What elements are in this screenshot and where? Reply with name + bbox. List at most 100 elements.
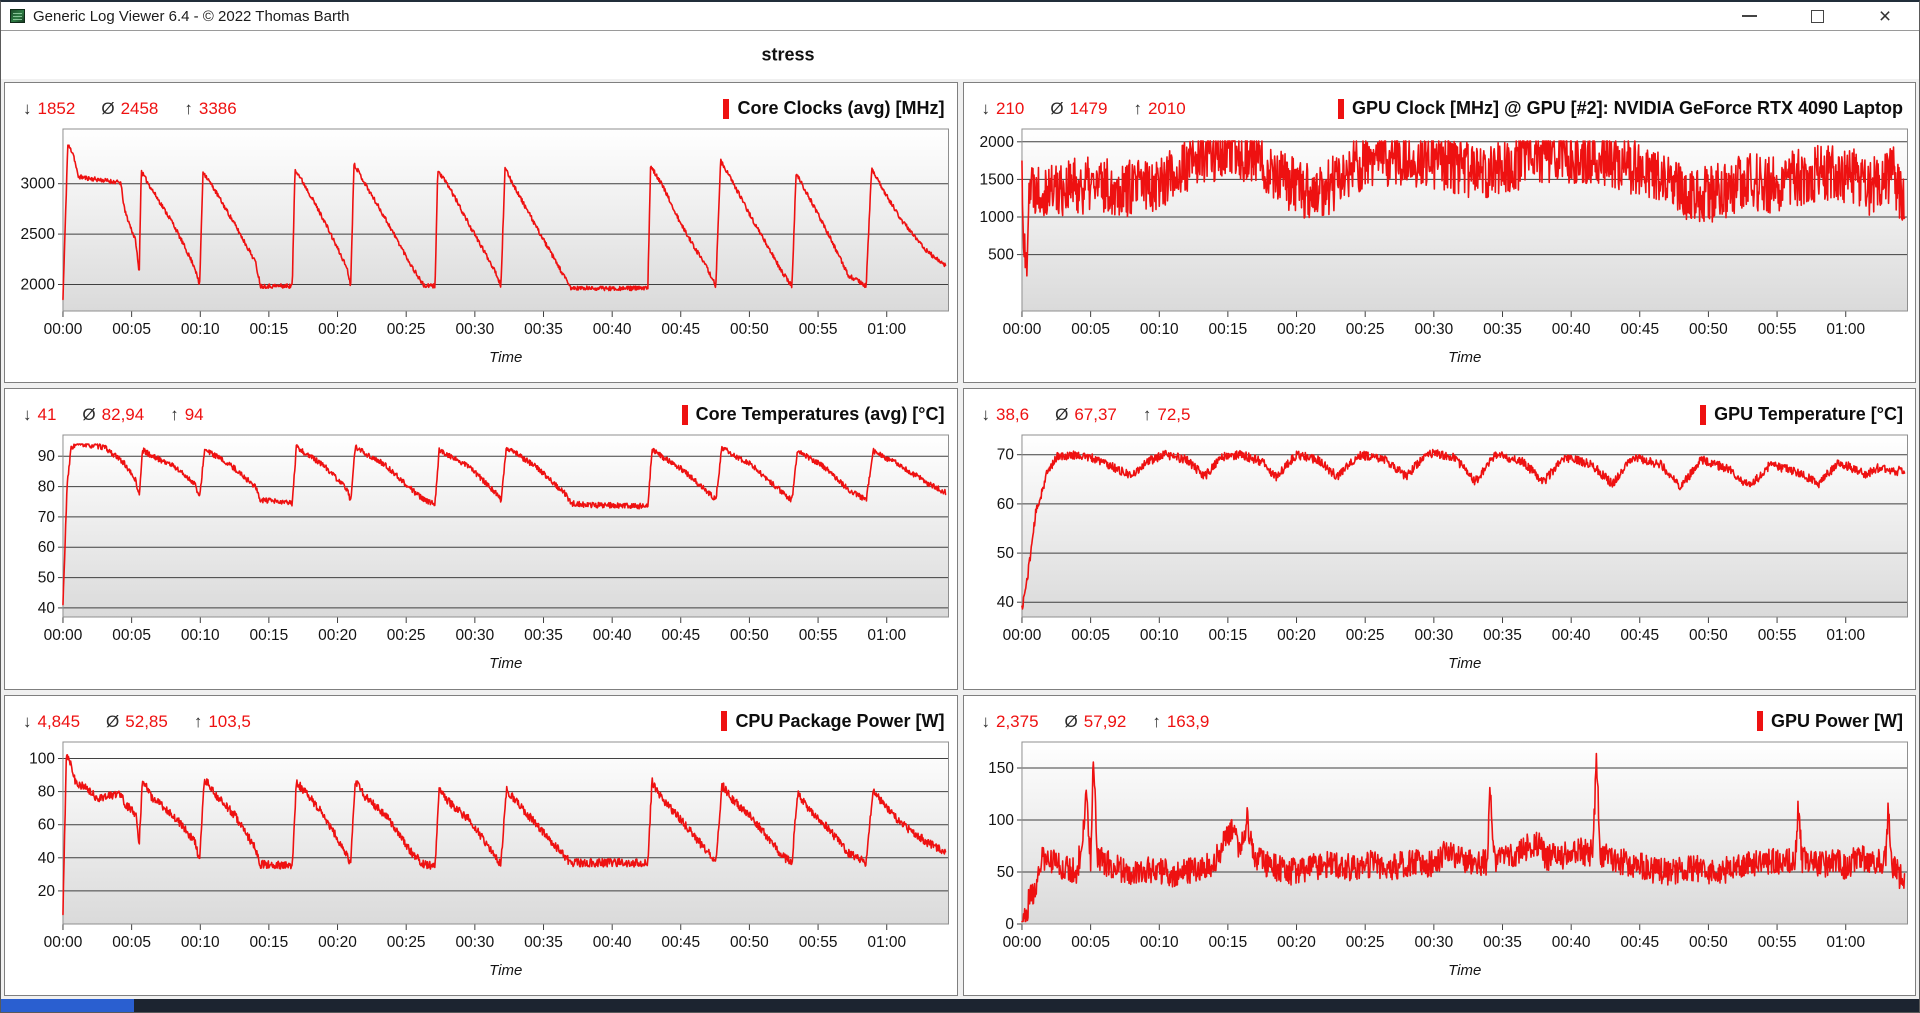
svg-text:00:35: 00:35	[524, 321, 563, 338]
min-arrow-icon: ↓	[23, 711, 32, 731]
close-button[interactable]: ×	[1851, 2, 1919, 30]
avg-icon: Ø	[106, 711, 120, 731]
series-marker-icon	[1756, 711, 1763, 732]
max-arrow-icon: ↑	[184, 99, 193, 118]
svg-text:00:35: 00:35	[1483, 627, 1522, 644]
chart-header: ↓ 41 Ø 82,94 ↑ 94 Core Temperatures (avg) [°C…	[5, 389, 957, 425]
stat-avg-value: 1479	[1069, 99, 1108, 118]
svg-text:00:25: 00:25	[387, 627, 426, 644]
svg-text:00:10: 00:10	[181, 627, 220, 644]
svg-text:00:50: 00:50	[1689, 627, 1728, 644]
svg-text:Time: Time	[1448, 655, 1481, 672]
svg-text:1000: 1000	[979, 209, 1013, 226]
svg-text:60: 60	[996, 496, 1013, 513]
svg-text:00:25: 00:25	[1345, 627, 1384, 644]
chart-plot[interactable]: 500 1000 1500 2000 00:00 00:05 00:10 00:15 00:20…	[964, 119, 1916, 379]
log-header: stress	[1, 31, 1919, 79]
svg-text:00:50: 00:50	[730, 627, 769, 644]
svg-text:00:05: 00:05	[112, 627, 151, 644]
min-arrow-icon: ↓	[23, 99, 32, 118]
svg-text:00:30: 00:30	[455, 934, 494, 951]
svg-text:40: 40	[38, 600, 55, 617]
stat-min-value: 41	[37, 405, 57, 425]
svg-text:100: 100	[988, 812, 1014, 829]
svg-text:00:45: 00:45	[661, 934, 700, 951]
chart-plot[interactable]: 2000 2500 3000 00:00 00:05 00:10 00:15 00:20 00:…	[5, 119, 957, 379]
chart-plot[interactable]: 40 50 60 70 00:00 00:05 00:10 00:15 00:20 00:25 00…	[964, 425, 1916, 685]
chart-stats: ↓ 38,6 Ø 67,37 ↑ 72,5	[982, 405, 1191, 425]
svg-text:00:35: 00:35	[1483, 321, 1522, 338]
window-title: Generic Log Viewer 6.4 - © 2022 Thomas B…	[33, 7, 350, 25]
svg-text:00:15: 00:15	[1208, 321, 1247, 338]
maximize-icon	[1810, 9, 1824, 23]
stat-max-value: 72,5	[1157, 405, 1191, 425]
stat-min-value: 2,375	[996, 711, 1039, 731]
svg-text:00:25: 00:25	[1345, 321, 1384, 338]
svg-text:00:30: 00:30	[455, 627, 494, 644]
window-titlebar[interactable]: Generic Log Viewer 6.4 - © 2022 Thomas B…	[1, 2, 1919, 31]
svg-text:00:00: 00:00	[44, 321, 83, 338]
svg-text:00:35: 00:35	[524, 934, 563, 951]
svg-text:00:55: 00:55	[799, 627, 838, 644]
chart-plot[interactable]: 40 50 60 70 80 90 00:00 00:05 00:10 00:15 00:20 00:…	[5, 425, 957, 685]
maximize-button[interactable]	[1783, 2, 1851, 30]
max-arrow-icon: ↑	[170, 405, 179, 425]
svg-text:00:45: 00:45	[1620, 627, 1659, 644]
svg-text:40: 40	[996, 595, 1013, 612]
svg-text:00:40: 00:40	[593, 321, 632, 338]
svg-text:00:15: 00:15	[1208, 934, 1247, 951]
svg-text:00:45: 00:45	[1620, 321, 1659, 338]
page-title: stress	[761, 44, 815, 65]
svg-text:00:40: 00:40	[1551, 321, 1590, 338]
chart-title: GPU Clock [MHz] @ GPU [#2]: NVIDIA GeFor…	[1338, 98, 1903, 119]
svg-text:50: 50	[38, 570, 55, 587]
svg-text:90: 90	[38, 449, 55, 466]
svg-text:00:20: 00:20	[318, 321, 357, 338]
stat-avg-value: 52,85	[125, 711, 168, 731]
min-arrow-icon: ↓	[981, 711, 991, 731]
chart-stats: ↓ 1852 Ø 2458 ↑ 3386	[23, 99, 237, 119]
avg-icon: Ø	[82, 405, 96, 425]
stat-max-value: 94	[184, 405, 204, 425]
app-icon	[10, 9, 25, 23]
min-arrow-icon: ↓	[981, 99, 991, 118]
svg-text:70: 70	[38, 509, 55, 526]
svg-text:2000: 2000	[979, 134, 1013, 151]
svg-text:00:55: 00:55	[799, 321, 838, 338]
svg-text:00:10: 00:10	[181, 934, 220, 951]
chart-header: ↓ 38,6 Ø 67,37 ↑ 72,5 GPU Temperature [°C]	[964, 389, 1916, 425]
chart-plot[interactable]: 0 50 100 150 00:00 00:05 00:10 00:15 00:20 00:25 0…	[964, 732, 1916, 992]
chart-title: GPU Power [W]	[1756, 711, 1903, 732]
chart-panel-cpu-package-power: ↓ 4,845 Ø 52,85 ↑ 103,5 CPU Package Power [W]…	[4, 694, 958, 996]
svg-text:01:00: 01:00	[1826, 934, 1865, 951]
svg-text:00:25: 00:25	[387, 934, 426, 951]
svg-text:00:55: 00:55	[1757, 627, 1796, 644]
chart-panel-gpu-temperature: ↓ 38,6 Ø 67,37 ↑ 72,5 GPU Temperature [°C] 40…	[962, 388, 1916, 690]
svg-text:00:45: 00:45	[1620, 934, 1659, 951]
chart-panel-gpu-power: ↓ 2,375 Ø 57,92 ↑ 163,9 GPU Power [W] 0 50 100 1…	[962, 694, 1916, 996]
stat-avg-value: 57,92	[1083, 711, 1127, 731]
series-marker-icon	[681, 404, 688, 425]
chart-panel-gpu-clock: ↓ 210 Ø 1479 ↑ 2010 GPU Clock [MHz] @ GPU [#2…	[962, 82, 1916, 384]
svg-text:00:05: 00:05	[1071, 321, 1110, 338]
svg-text:2000: 2000	[21, 276, 55, 293]
svg-text:Time: Time	[489, 349, 522, 366]
chart-title-text: Core Clocks (avg) [MHz]	[737, 98, 945, 118]
svg-text:00:30: 00:30	[455, 321, 494, 338]
chart-plot[interactable]: 20 40 60 80 100 00:00 00:05 00:10 00:15 00:20 00:2…	[5, 732, 957, 992]
svg-text:50: 50	[996, 864, 1013, 881]
svg-text:Time: Time	[1448, 962, 1481, 979]
svg-text:00:25: 00:25	[1345, 934, 1384, 951]
svg-text:1500: 1500	[979, 171, 1013, 188]
svg-text:01:00: 01:00	[1826, 627, 1865, 644]
svg-text:00:30: 00:30	[1414, 934, 1453, 951]
svg-text:00:40: 00:40	[1551, 934, 1590, 951]
svg-text:00:00: 00:00	[44, 627, 83, 644]
stat-min-value: 1852	[37, 99, 76, 118]
minimize-button[interactable]	[1715, 2, 1783, 30]
chart-title: CPU Package Power [W]	[721, 711, 945, 732]
svg-text:00:25: 00:25	[387, 321, 426, 338]
stat-max-value: 2010	[1147, 99, 1186, 118]
svg-text:100: 100	[29, 750, 55, 767]
svg-text:00:50: 00:50	[1689, 321, 1728, 338]
